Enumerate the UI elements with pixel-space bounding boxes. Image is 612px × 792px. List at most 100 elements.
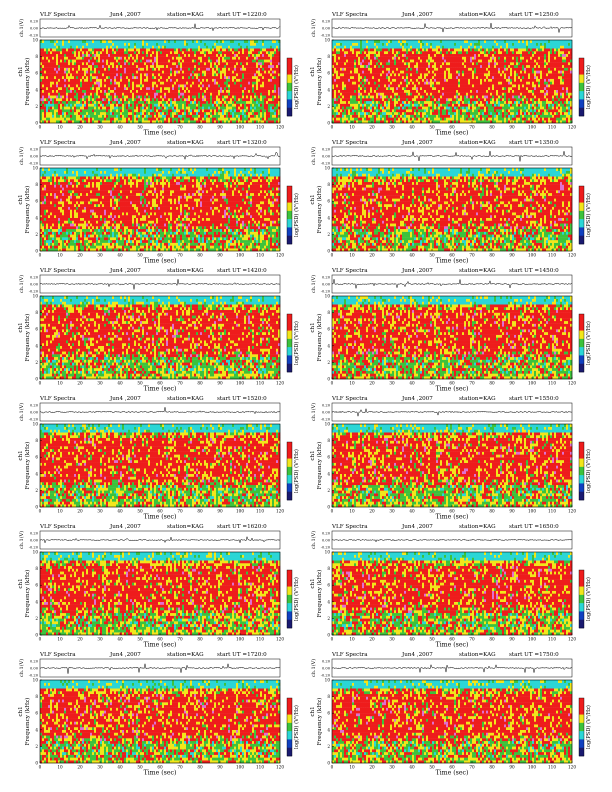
- channel-label: ch1: [18, 66, 24, 76]
- panel-start-time: start UT =1450:0: [509, 268, 559, 274]
- waveform-axis-label: ch.1(V): [310, 659, 317, 677]
- freq-axis-label: Frequency (kHz): [24, 570, 31, 618]
- freq-tick-label: 4: [327, 727, 330, 732]
- waveform-tick-label: 0.00: [322, 27, 331, 31]
- time-tick-label: 90: [509, 125, 515, 130]
- time-tick-label: 20: [77, 125, 83, 130]
- freq-tick-label: 2: [327, 232, 330, 237]
- waveform-tick-label: 0.20: [30, 404, 39, 408]
- time-tick-label: 80: [489, 637, 495, 642]
- time-tick-label: 40: [409, 765, 415, 770]
- waveform-tick-label: 0.00: [30, 283, 39, 287]
- time-tick-label: 120: [568, 253, 576, 258]
- time-tick-label: 70: [177, 253, 183, 258]
- colorbar-label: log(PSD) (V²/Hz): [293, 193, 300, 237]
- time-tick-label: 80: [489, 381, 495, 386]
- colorbar-label: log(PSD) (V²/Hz): [293, 321, 300, 365]
- time-tick-label: 0: [331, 253, 334, 258]
- panel-date: Jun4 ,2007: [109, 652, 141, 658]
- colorbar-label: log(PSD) (V²/Hz): [585, 193, 592, 237]
- panel-title: VLF Spectra: [331, 396, 368, 402]
- panel-start-time: start UT =1420:0: [217, 268, 267, 274]
- freq-tick-label: 0: [327, 377, 330, 382]
- waveform-tick-label: 0.20: [30, 532, 39, 536]
- freq-tick-label: 2: [327, 744, 330, 749]
- time-tick-label: 40: [409, 125, 415, 130]
- time-tick-label: 60: [449, 509, 455, 514]
- freq-tick-label: 6: [327, 199, 330, 204]
- time-tick-label: 90: [509, 765, 515, 770]
- freq-axis-label: Frequency (kHz): [24, 186, 31, 234]
- freq-tick-label: 4: [327, 215, 330, 220]
- time-tick-label: 110: [256, 637, 264, 642]
- colorbar-label: log(PSD) (V²/Hz): [585, 449, 592, 493]
- waveform-tick-label: 0.20: [30, 148, 39, 152]
- waveform-tick-label: 0.00: [322, 539, 331, 543]
- time-tick-label: 50: [429, 637, 435, 642]
- time-tick-label: 110: [548, 381, 556, 386]
- freq-tick-label: 10: [325, 550, 331, 555]
- time-tick-label: 30: [97, 253, 103, 258]
- freq-axis-label: Frequency (kHz): [24, 314, 31, 362]
- time-tick-label: 120: [568, 381, 576, 386]
- waveform-tick-label: -0.20: [29, 418, 39, 422]
- time-tick-label: 0: [39, 125, 42, 130]
- spectrogram-panel: VLF Spectra Jun4 ,2007 station=KAG start UT…: [18, 268, 300, 393]
- waveform-tick-label: -0.20: [29, 674, 39, 678]
- freq-tick-label: 6: [35, 711, 38, 716]
- time-tick-label: 0: [331, 381, 334, 386]
- time-tick-label: 120: [568, 637, 576, 642]
- freq-tick-label: 6: [35, 199, 38, 204]
- panel-station: station=KAG: [167, 140, 204, 146]
- time-tick-label: 70: [177, 637, 183, 642]
- time-tick-label: 40: [409, 509, 415, 514]
- freq-tick-label: 8: [327, 310, 330, 315]
- spectrogram-panel: VLF Spectra Jun4 ,2007 station=KAG start UT…: [310, 12, 592, 137]
- panel-title: VLF Spectra: [39, 12, 76, 18]
- freq-axis-label: Frequency (kHz): [316, 570, 323, 618]
- freq-tick-label: 8: [35, 438, 38, 443]
- freq-tick-label: 2: [327, 104, 330, 109]
- freq-tick-label: 8: [327, 182, 330, 187]
- time-axis-label: Time (sec): [436, 130, 469, 137]
- spectrogram-panel: VLF Spectra Jun4 ,2007 station=KAG start UT…: [310, 524, 592, 649]
- panel-title: VLF Spectra: [39, 268, 76, 274]
- spectrogram-panel: VLF Spectra Jun4 ,2007 station=KAG start UT…: [310, 140, 592, 265]
- freq-tick-label: 10: [325, 422, 331, 427]
- waveform-tick-label: 0.00: [30, 539, 39, 543]
- channel-label: ch1: [310, 578, 316, 588]
- time-tick-label: 10: [57, 509, 63, 514]
- freq-tick-label: 4: [327, 599, 330, 604]
- spectrogram-panel: VLF Spectra Jun4 ,2007 station=KAG start UT…: [310, 396, 592, 521]
- time-tick-label: 50: [137, 253, 143, 258]
- time-tick-label: 10: [57, 125, 63, 130]
- waveform-tick-label: -0.20: [29, 546, 39, 550]
- colorbar-label: log(PSD) (V²/Hz): [585, 65, 592, 109]
- panel-start-time: start UT =1520:0: [217, 396, 267, 402]
- spectrogram-panel: VLF Spectra Jun4 ,2007 station=KAG start UT…: [310, 652, 592, 777]
- time-tick-label: 40: [117, 125, 123, 130]
- freq-tick-label: 0: [35, 505, 38, 510]
- freq-tick-label: 8: [35, 182, 38, 187]
- time-tick-label: 100: [528, 765, 536, 770]
- time-tick-label: 80: [197, 381, 203, 386]
- time-tick-label: 40: [117, 253, 123, 258]
- freq-tick-label: 8: [35, 694, 38, 699]
- time-axis-label: Time (sec): [436, 258, 469, 265]
- freq-tick-label: 2: [35, 104, 38, 109]
- time-tick-label: 100: [236, 765, 244, 770]
- time-tick-label: 70: [469, 509, 475, 514]
- panel-station: station=KAG: [167, 268, 204, 274]
- time-tick-label: 60: [157, 509, 163, 514]
- time-tick-label: 80: [489, 509, 495, 514]
- waveform-tick-label: 0.20: [322, 20, 331, 24]
- panel-date: Jun4 ,2007: [109, 140, 141, 146]
- panel-title: VLF Spectra: [331, 524, 368, 530]
- freq-tick-label: 10: [325, 166, 331, 171]
- waveform-tick-label: 0.00: [30, 667, 39, 671]
- time-tick-label: 30: [389, 765, 395, 770]
- freq-tick-label: 4: [35, 471, 38, 476]
- time-tick-label: 30: [97, 637, 103, 642]
- time-tick-label: 0: [331, 509, 334, 514]
- colorbar-label: log(PSD) (V²/Hz): [293, 705, 300, 749]
